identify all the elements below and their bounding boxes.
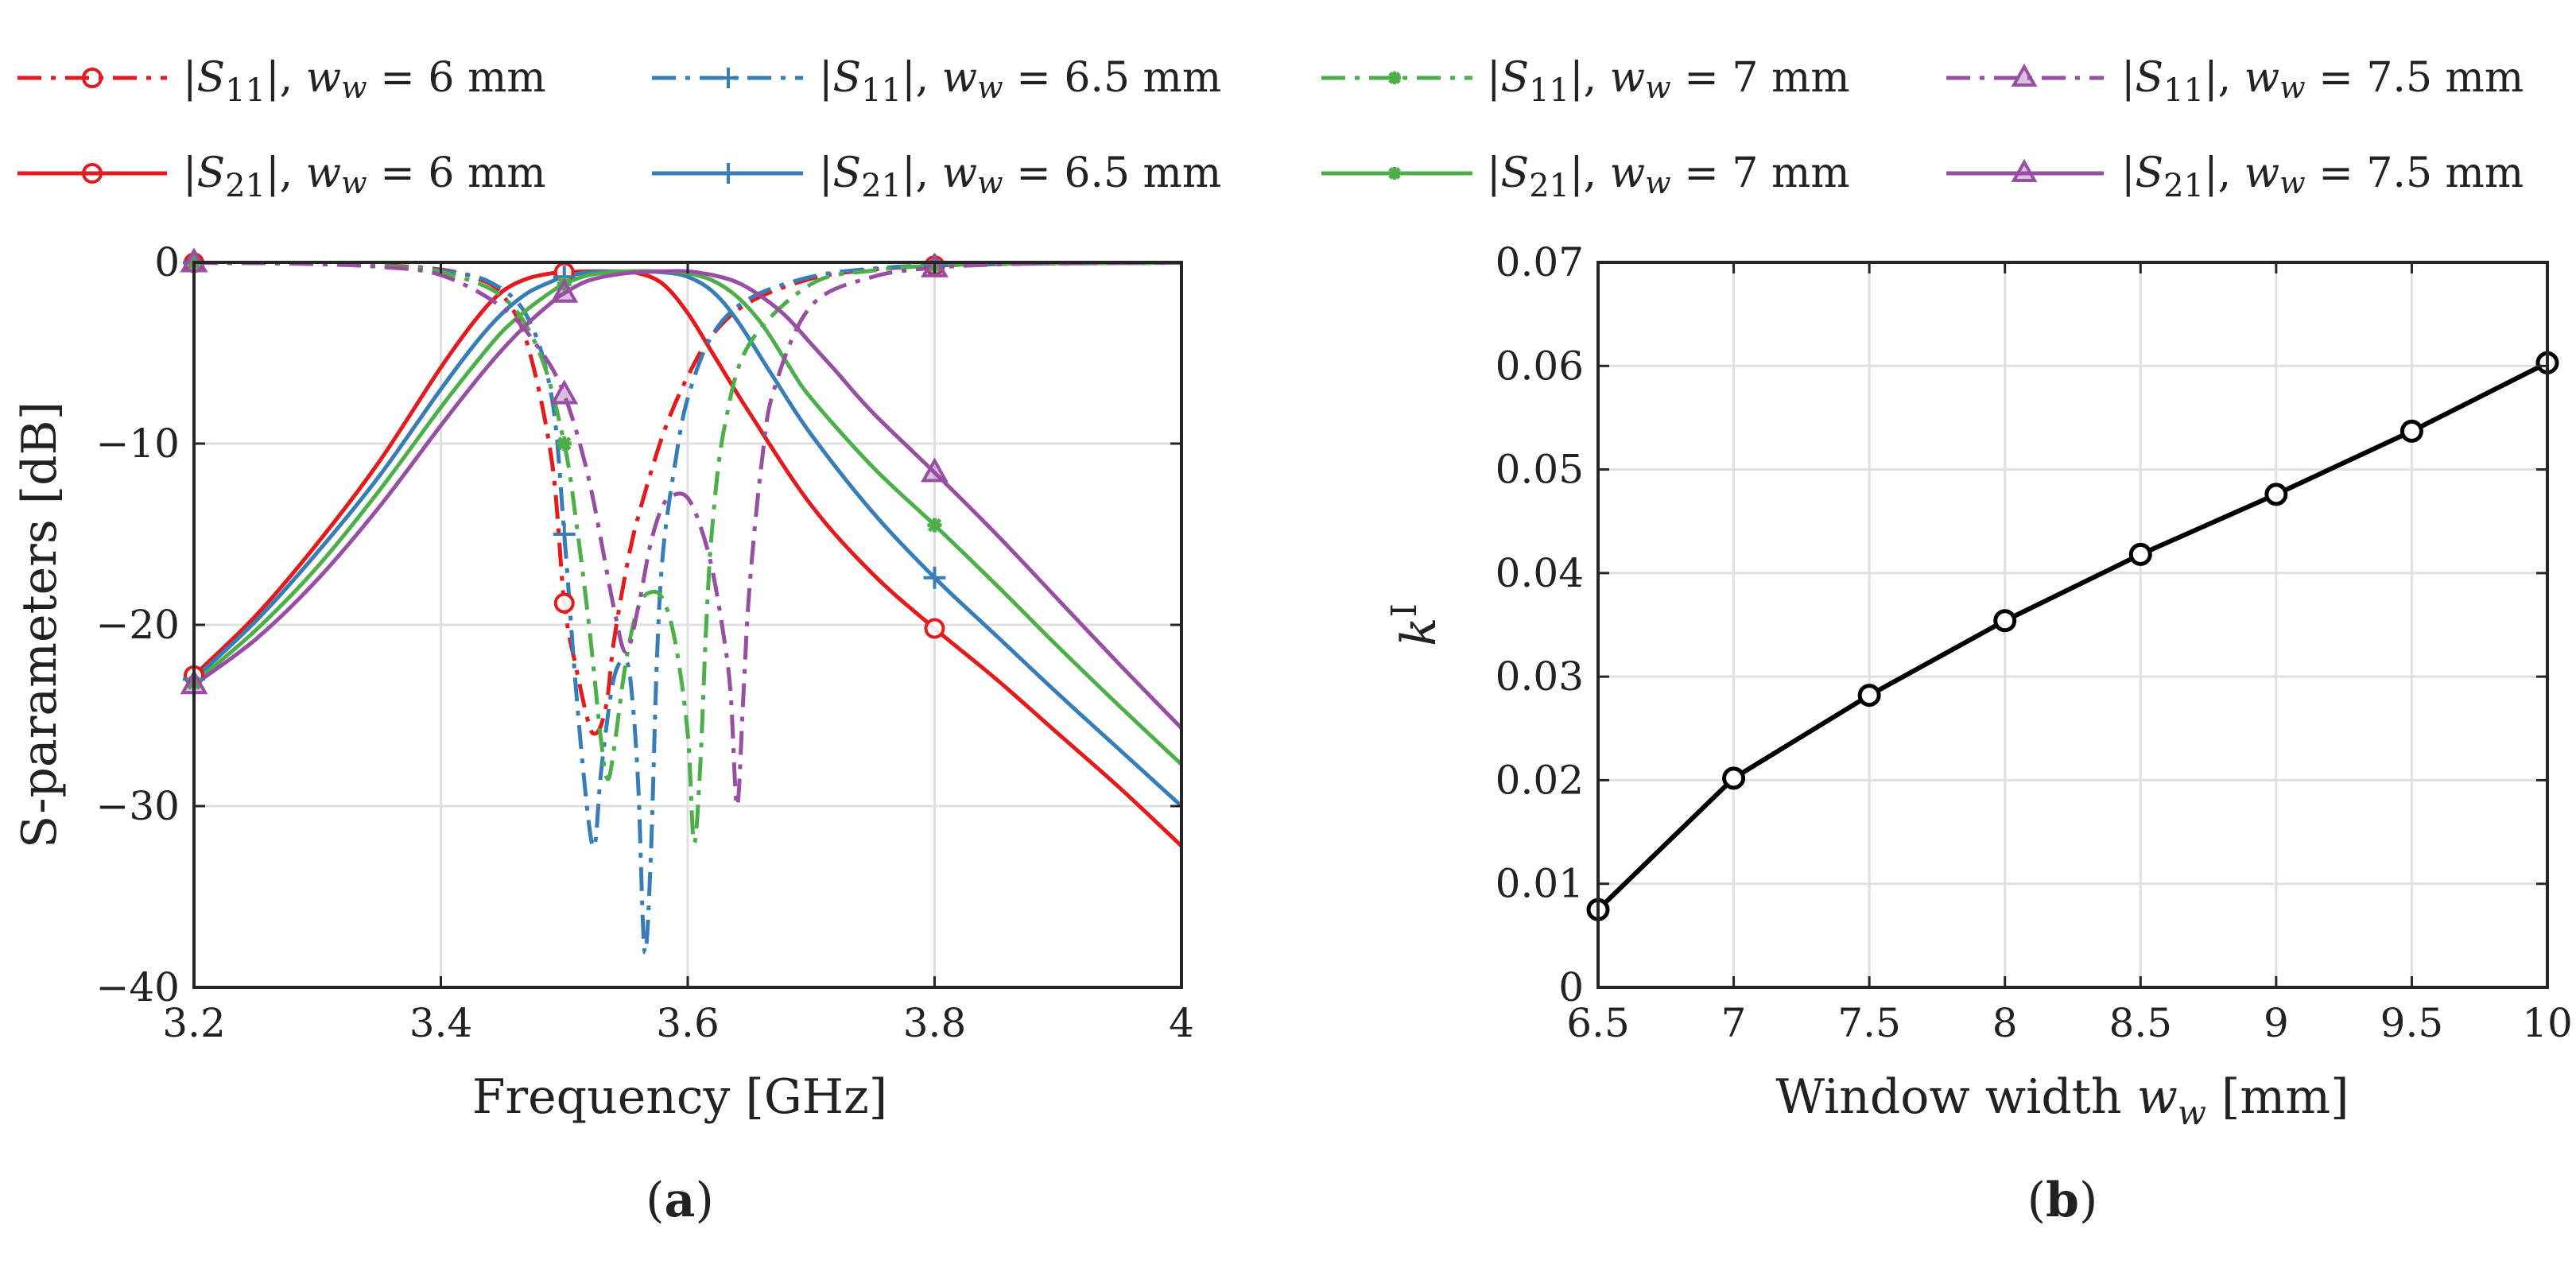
chart-a-ylabel: S-parameters [dB] — [12, 401, 68, 848]
legend-marker-s21-w6 — [82, 163, 103, 184]
legend-marker-s11-w6 — [82, 68, 103, 88]
legend-marker-s21-w6-5 — [718, 163, 739, 184]
legend-label-s11-w7-5: |S11|, ww = 7.5 mm — [2121, 54, 2524, 109]
marker-s21-w6 — [924, 618, 945, 639]
marker-kI — [1857, 684, 1881, 708]
series-line-kI — [1596, 360, 2549, 912]
legend-entry-s21-w6: |S21|, ww = 6 mm — [17, 149, 546, 204]
legend-label-s11-w6: |S11|, ww = 6 mm — [183, 54, 546, 109]
legend-marker-s21-w7 — [1388, 167, 1401, 180]
marker-s21-w7 — [927, 518, 942, 533]
b-ytick-label: 0.02 — [1496, 757, 1584, 803]
caption-b: (b) — [2027, 1173, 2098, 1228]
chart-b-xlabel: Window width ww [mm] — [1775, 1069, 2349, 1132]
b-xtick-label: 9.5 — [2380, 1000, 2444, 1046]
marker-s21-w7-5 — [921, 457, 949, 483]
chart-a-ticks: 3.2 3.4 3.6 3.8 4 −40 −30 −20 −10 0 — [95, 239, 1193, 1046]
a-ytick-label: 0 — [154, 239, 180, 285]
legend-entry-s11-w7: |S11|, ww = 7 mm — [1321, 54, 1850, 109]
legend-entry-s21-w7: |S21|, ww = 7 mm — [1321, 149, 1850, 204]
marker-kI — [1993, 609, 2017, 633]
b-ytick-label: 0.06 — [1496, 343, 1584, 389]
caption-a: (a) — [646, 1173, 714, 1228]
marker-s11-w7-5 — [550, 379, 579, 405]
b-ytick-label: 0.04 — [1496, 550, 1584, 596]
chart-b-series — [1586, 351, 2559, 921]
legend-entry-s11-w7-5: |S11|, ww = 7.5 mm — [1946, 54, 2524, 109]
chart-a-markers — [180, 247, 949, 695]
legend-marker-s11-w7 — [1388, 72, 1401, 84]
a-xtick-label: 4 — [1169, 1000, 1194, 1046]
b-xtick-label: 7 — [1721, 1000, 1747, 1046]
a-xtick-label: 3.2 — [162, 1000, 226, 1046]
legend-label-s21-w7-5: |S21|, ww = 7.5 mm — [2121, 149, 2524, 204]
a-xtick-label: 3.6 — [656, 1000, 720, 1046]
marker-s11-w6 — [553, 592, 575, 614]
legend-entry-s11-w6-5: |S11|, ww = 6.5 mm — [652, 54, 1221, 109]
chart-a-series — [194, 262, 1181, 955]
marker-s21-w6-5 — [923, 566, 946, 589]
b-ytick-label: 0 — [1558, 964, 1584, 1010]
legend-marker-s11-w7-5 — [2011, 63, 2038, 87]
chart-a-xlabel: Frequency [GHz] — [472, 1069, 887, 1125]
legend: |S11|, ww = 6 mm |S11|, ww = 6.5 mm |S11… — [17, 54, 2524, 204]
a-ytick-label: −10 — [95, 421, 180, 467]
a-ytick-label: −20 — [95, 602, 180, 648]
b-xtick-label: 9 — [2264, 1000, 2289, 1046]
marker-s11-w7 — [557, 436, 572, 451]
marker-kI — [2264, 483, 2288, 506]
legend-label-s11-w6-5: |S11|, ww = 6.5 mm — [819, 54, 1221, 109]
legend-label-s11-w7: |S11|, ww = 7 mm — [1487, 54, 1850, 109]
legend-marker-s21-w7-5 — [2011, 158, 2038, 182]
chart-b-ylabel: kI — [1384, 603, 1447, 646]
chart-b-frame — [1596, 261, 2549, 989]
b-xtick-label: 8.5 — [2109, 1000, 2173, 1046]
series-line-s11-w6-5 — [194, 262, 1181, 955]
chart-a-grid — [192, 261, 1183, 989]
chart-b-coupling: 6.5 7 7.5 8 8.5 9 9.5 10 0 0.01 0.02 0.03 0.04 0.05 0.… — [1384, 239, 2573, 1132]
legend-entry-s21-w7-5: |S21|, ww = 7.5 mm — [1946, 149, 2524, 204]
b-xtick-label: 6.5 — [1566, 1000, 1630, 1046]
chart-b-grid — [1596, 261, 2549, 989]
series-line-s21-w7-5 — [194, 269, 1181, 730]
legend-label-s21-w6-5: |S21|, ww = 6.5 mm — [819, 149, 1221, 204]
marker-kI — [1722, 766, 1746, 790]
b-ytick-label: 0.01 — [1496, 861, 1584, 907]
b-ytick-label: 0.07 — [1496, 239, 1584, 285]
a-xtick-label: 3.8 — [903, 1000, 967, 1046]
b-ytick-label: 0.03 — [1496, 653, 1584, 700]
marker-kI — [2399, 419, 2423, 443]
marker-s21-w7-5 — [550, 277, 579, 303]
a-ytick-label: −30 — [95, 783, 180, 829]
chart-a-s-parameters: 3.2 3.4 3.6 3.8 4 −40 −30 −20 −10 0 Frequency [GH… — [12, 239, 1194, 1125]
chart-b-ticks: 6.5 7 7.5 8 8.5 9 9.5 10 0 0.01 0.02 0.03 0.04 0.05 0.… — [1496, 239, 2573, 1046]
marker-s11-w6-5 — [553, 523, 576, 545]
b-ytick-label: 0.05 — [1496, 447, 1584, 493]
a-ytick-label: −40 — [95, 964, 180, 1010]
legend-marker-s11-w6-5 — [718, 68, 739, 88]
b-xtick-label: 7.5 — [1837, 1000, 1901, 1046]
a-xtick-label: 3.4 — [409, 1000, 473, 1046]
b-xtick-label: 10 — [2522, 1000, 2573, 1046]
legend-label-s21-w7: |S21|, ww = 7 mm — [1487, 149, 1850, 204]
legend-entry-s11-w6: |S11|, ww = 6 mm — [17, 54, 546, 109]
legend-entry-s21-w6-5: |S21|, ww = 6.5 mm — [652, 149, 1221, 204]
b-xtick-label: 8 — [1992, 1000, 2018, 1046]
legend-label-s21-w6: |S21|, ww = 6 mm — [183, 149, 546, 204]
marker-kI — [2128, 542, 2152, 566]
